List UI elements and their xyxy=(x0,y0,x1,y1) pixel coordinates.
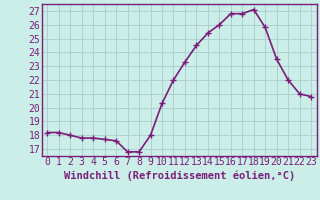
X-axis label: Windchill (Refroidissement éolien,°C): Windchill (Refroidissement éolien,°C) xyxy=(64,170,295,181)
